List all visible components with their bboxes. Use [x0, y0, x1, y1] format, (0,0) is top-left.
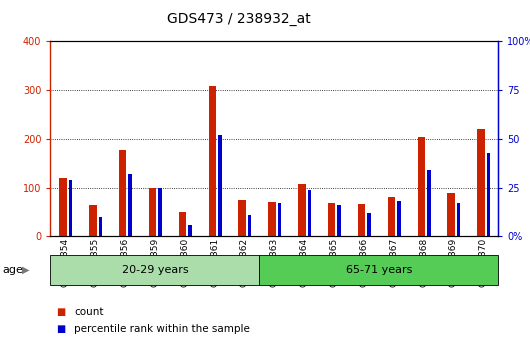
Bar [89, 205, 96, 236]
Bar [59, 178, 67, 236]
Bar [367, 213, 371, 236]
Text: percentile rank within the sample: percentile rank within the sample [74, 325, 250, 334]
Bar [248, 215, 251, 236]
Bar [69, 180, 72, 236]
Bar [268, 202, 276, 236]
Bar [427, 170, 430, 236]
Bar [218, 135, 222, 236]
Bar [209, 86, 216, 236]
Bar [179, 212, 186, 236]
Bar [50, 255, 259, 285]
Text: 65-71 years: 65-71 years [346, 265, 412, 275]
Bar [128, 174, 132, 236]
Bar [259, 255, 498, 285]
Bar [278, 203, 281, 236]
Bar [119, 150, 127, 236]
Bar [328, 203, 335, 236]
Text: count: count [74, 307, 104, 317]
Text: 20-29 years: 20-29 years [121, 265, 188, 275]
Bar [238, 200, 246, 236]
Bar [298, 184, 306, 236]
Bar [307, 189, 311, 236]
Bar [397, 201, 401, 236]
Bar [158, 188, 162, 236]
Bar [478, 129, 485, 236]
Bar [487, 152, 490, 236]
Bar [338, 205, 341, 236]
Bar [447, 194, 455, 236]
Text: age: age [3, 265, 23, 275]
Text: ■: ■ [56, 325, 65, 334]
Bar [99, 217, 102, 236]
Bar [188, 225, 192, 236]
Bar [149, 188, 156, 236]
Bar [457, 203, 461, 236]
Text: GDS473 / 238932_at: GDS473 / 238932_at [166, 12, 311, 26]
Text: ▶: ▶ [22, 265, 30, 275]
Text: ■: ■ [56, 307, 65, 317]
Bar [388, 197, 395, 236]
Bar [358, 204, 365, 236]
Bar [418, 137, 425, 236]
